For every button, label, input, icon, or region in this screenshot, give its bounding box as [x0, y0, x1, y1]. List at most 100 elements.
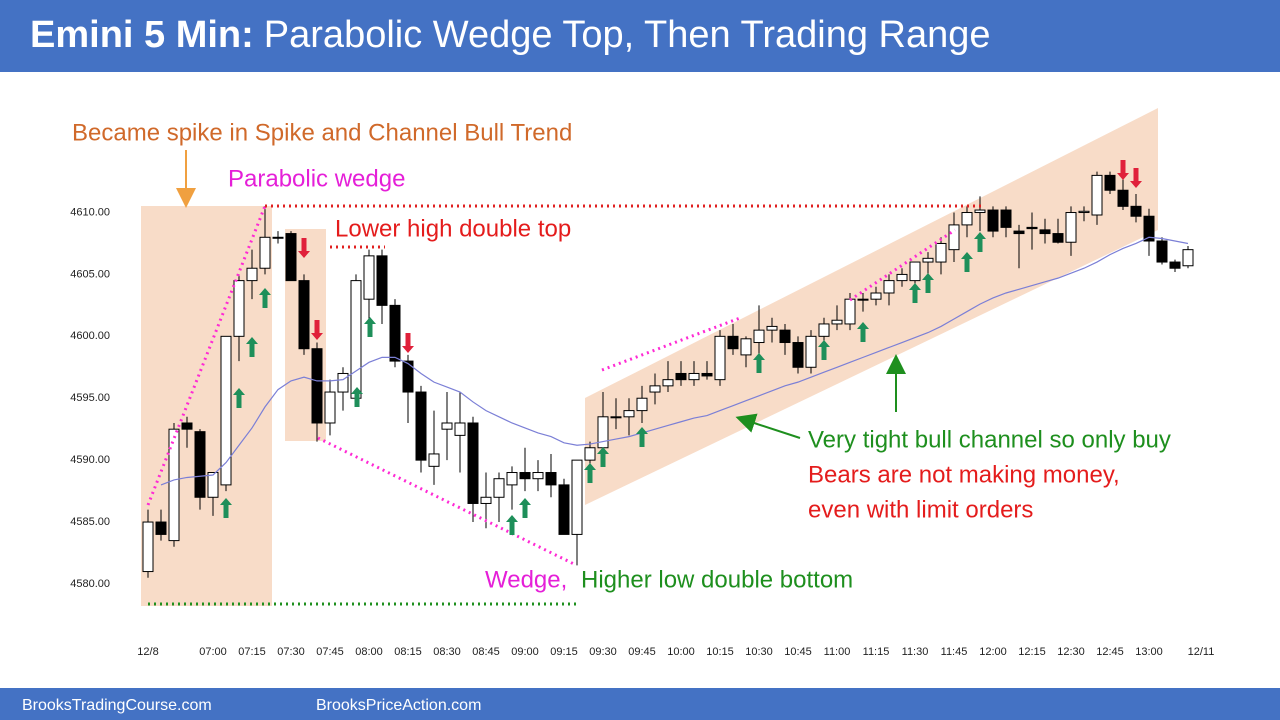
buy-signal	[974, 232, 986, 252]
candle-body	[792, 342, 804, 368]
title-bar	[0, 0, 1280, 72]
y-tick-label: 4580.00	[70, 578, 110, 590]
sell-signal	[1117, 160, 1129, 180]
annotation-lines	[146, 204, 985, 606]
x-tick-label: 12:00	[979, 646, 1007, 658]
x-tick-label: 09:30	[589, 646, 617, 658]
annotation: Higher low double bottom	[581, 566, 853, 593]
candle-body	[636, 397, 648, 412]
y-tick-label: 4610.00	[70, 206, 110, 218]
candle-body	[337, 372, 349, 393]
slide-title: Emini 5 Min: Parabolic Wedge Top, Then Tr…	[30, 14, 991, 56]
x-tick-label: 11:00	[824, 646, 851, 658]
buy-signal	[351, 387, 363, 407]
annotation: Lower high double top	[335, 215, 571, 242]
x-tick-label: 11:45	[941, 646, 968, 658]
annotations: Became spike in Spike and Channel Bull T…	[72, 119, 1171, 593]
candle-body	[688, 372, 700, 381]
candle-body	[571, 459, 583, 535]
x-tick-label: 07:45	[316, 646, 344, 658]
x-tick-label: 08:45	[472, 646, 500, 658]
candle-body	[1000, 209, 1012, 228]
footer-bar	[0, 688, 1280, 720]
x-tick-label: 07:15	[238, 646, 266, 658]
candle-body	[311, 348, 323, 424]
candle-body	[324, 391, 336, 424]
buy-signal	[922, 273, 934, 293]
candle-body	[207, 472, 219, 498]
sell-signal	[1130, 168, 1142, 188]
footer-link: BrooksPriceAction.com	[316, 697, 481, 714]
x-tick-label: 07:30	[277, 646, 305, 658]
candle-body	[844, 298, 856, 325]
x-tick-label: 09:45	[628, 646, 656, 658]
buy-signal	[584, 463, 596, 483]
x-tick-label: 08:30	[433, 646, 461, 658]
candle-body	[1039, 229, 1051, 235]
candle-body	[155, 521, 167, 535]
candle-body	[467, 422, 479, 504]
candle-body	[909, 261, 921, 282]
buy-signal	[506, 515, 518, 535]
candle-body	[493, 478, 505, 498]
candle-body	[1065, 212, 1077, 243]
candle-body	[818, 323, 830, 337]
candle-body	[974, 209, 986, 214]
candle-body	[441, 422, 453, 430]
candle-body	[1104, 174, 1116, 191]
y-tick-label: 4600.00	[70, 330, 110, 342]
annotation: Wedge,	[485, 566, 567, 593]
candle-body	[662, 379, 674, 387]
buy-signal	[246, 337, 258, 357]
candle-body	[519, 472, 531, 480]
candle-body	[350, 280, 362, 399]
candle-body	[714, 335, 726, 381]
wedge-line	[601, 316, 741, 372]
x-tick-label: 08:15	[394, 646, 422, 658]
candle-body	[935, 242, 947, 263]
candle-body	[506, 472, 518, 486]
candle-body	[805, 335, 817, 368]
candle-body	[753, 329, 765, 344]
candle-body	[948, 224, 960, 251]
candle-body	[363, 255, 375, 300]
candle-body	[701, 372, 713, 377]
candle-body	[727, 335, 739, 350]
candle-body	[623, 410, 635, 418]
x-tick-label: 11:30	[902, 646, 929, 658]
candle-body	[389, 304, 401, 362]
buy-signal	[961, 252, 973, 272]
candle-body	[1052, 233, 1064, 243]
y-tick-label: 4605.00	[70, 268, 110, 280]
candle-body	[961, 212, 973, 226]
candle-body	[870, 292, 882, 300]
candle-body	[740, 338, 752, 356]
buy-signal	[597, 447, 609, 467]
y-tick-label: 4585.00	[70, 516, 110, 528]
candle-body	[259, 236, 271, 269]
footer-link: BrooksTradingCourse.com	[22, 697, 212, 714]
candle-body	[779, 329, 791, 344]
x-tick-label: 09:00	[511, 646, 539, 658]
x-tick-label: 08:00	[355, 646, 383, 658]
moving-average	[160, 236, 1189, 486]
sell-signal	[311, 320, 323, 340]
bull-channel	[585, 108, 1158, 505]
candle-body	[532, 472, 544, 480]
buy-signal	[364, 317, 376, 337]
candle-body	[220, 335, 232, 486]
candle-body	[883, 280, 895, 294]
annotation: even with limit orders	[808, 496, 1033, 523]
candle-body	[857, 298, 869, 301]
buy-signal	[519, 498, 531, 518]
candle-body	[1026, 226, 1038, 230]
candle-body	[896, 273, 908, 282]
candle-body	[246, 267, 258, 282]
candle-body	[402, 360, 414, 393]
candle-body	[1078, 210, 1090, 214]
candle-body	[545, 472, 557, 486]
candle-body	[298, 280, 310, 350]
candle-body	[454, 422, 466, 436]
candle-body	[285, 233, 297, 282]
